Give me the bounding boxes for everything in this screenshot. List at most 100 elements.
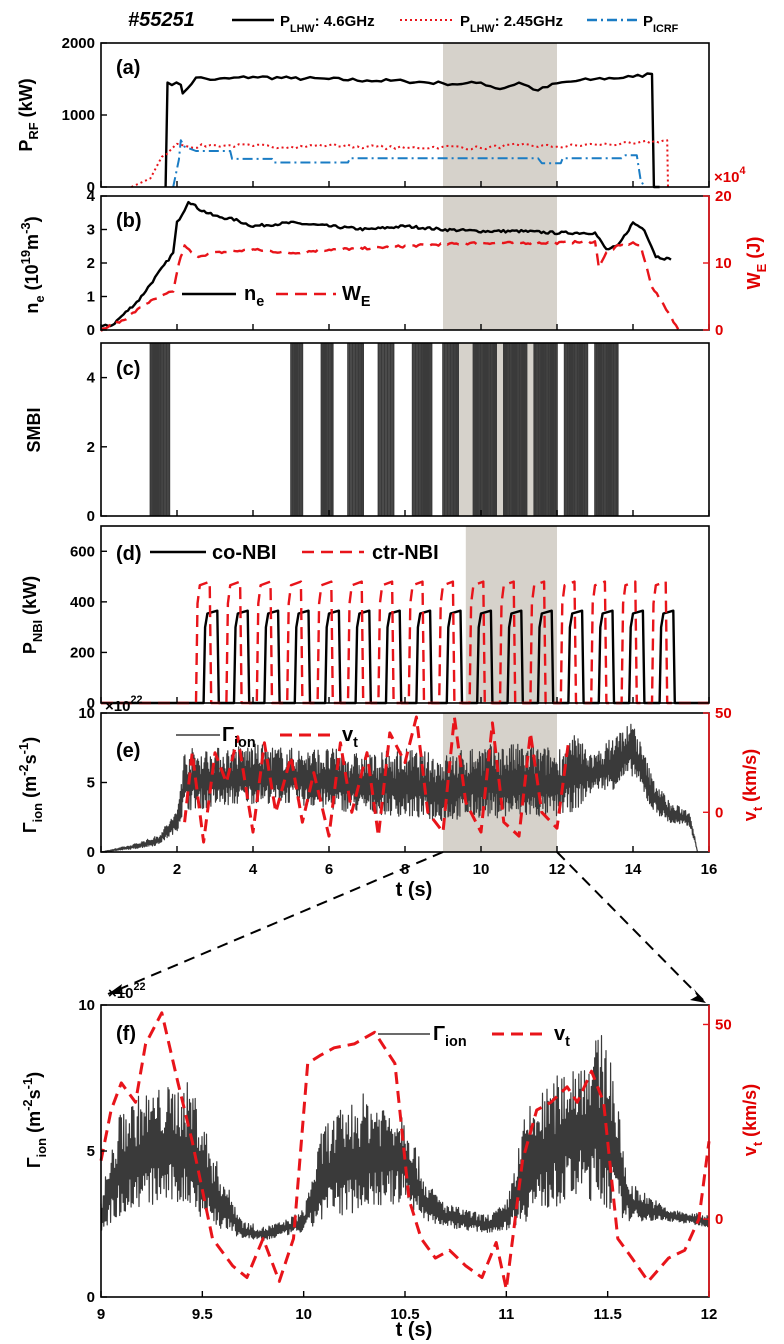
panel-d-exponent-part-0: ×10	[105, 698, 130, 715]
panel-d-ylabel-part-2: (kW)	[20, 576, 40, 620]
panel-a-exponent: ×104	[714, 165, 745, 186]
panel-e-y2label-part-2: (km/s)	[740, 749, 760, 807]
panel-a-exponent-part-0: ×10	[714, 169, 739, 186]
panel-a-ylabel-part-0: P	[16, 140, 36, 152]
panel-a-ytick-label: 2000	[62, 35, 95, 52]
panel-a-ylabel-part-2: (kW)	[16, 78, 36, 122]
legend-lhw245-label-part-2: : 2.45GHz	[495, 13, 563, 30]
panel-e-xtick-label: 12	[549, 861, 566, 878]
panel-e-ylabel-part-1: ion	[30, 803, 45, 823]
panel-b-legend-we-label: WE	[342, 283, 371, 310]
panel-f-ylabel-part-5: -1	[20, 1078, 35, 1090]
panel-f-legend-vt-label: vt	[554, 1023, 570, 1050]
panel-d-legend-ctr-label: ctr-NBI	[372, 542, 439, 564]
panel-a-ytick-label: 1000	[62, 107, 95, 124]
panel-e-y2label-part-1: t	[750, 806, 765, 811]
panel-b-y2tick-label: 10	[715, 255, 732, 272]
panel-e-ylabel-part-0: Γ	[20, 822, 40, 833]
panel-d-legend-co-label: co-NBI	[212, 542, 276, 564]
panel-a-ylabel-part-1: RF	[26, 122, 41, 139]
panel-f-ylabel-part-0: Γ	[24, 1157, 44, 1168]
panel-e-y2tick-label: 0	[715, 804, 723, 821]
panel-e-series-gamma	[100, 723, 698, 853]
panel-a-series-1	[130, 139, 669, 188]
panel-f-exponent-part-1: 22	[133, 981, 145, 993]
panel-f-xtick-label: 9	[97, 1306, 105, 1323]
panel-e-xtick-label: 2	[173, 861, 181, 878]
panel-e-legend-gamma-label: Γion	[222, 724, 256, 751]
panel-e-xtick-label: 4	[249, 861, 258, 878]
panel-f-legend-vt-label-part-1: t	[565, 1034, 570, 1050]
panel-c-ylabel: SMBI	[24, 408, 44, 453]
panel-b-ylabel-part-6: )	[22, 216, 42, 222]
panel-b-ylabel: ne (1019m-3)	[18, 216, 47, 313]
panel-b-series-0	[100, 200, 672, 328]
panel-b-series-1	[100, 239, 680, 332]
panel-b-y2tick-label: 0	[715, 322, 723, 339]
panel-e-xtick-label: 10	[473, 861, 490, 878]
panel-e-xtick-label: 8	[401, 861, 409, 878]
panel-d-ytick-label: 0	[87, 695, 95, 712]
panel-f-y2tick-label: 50	[715, 1016, 732, 1033]
panel-e-xtick-label: 6	[325, 861, 333, 878]
panel-b-ytick-label: 1	[87, 289, 95, 306]
panel-b-y2label: WE (J)	[744, 237, 769, 290]
panel-f-xtick-label: 10.5	[390, 1306, 419, 1323]
panel-d-label: (d)	[116, 543, 142, 565]
panel-d-ytick-label: 200	[70, 644, 95, 661]
panel-b-legend-ne-label: ne	[244, 283, 264, 310]
panel-e-legend-gamma-label-part-1: ion	[234, 735, 256, 751]
panel-d-series-1	[101, 580, 709, 705]
panel-e-ytick-label: 10	[78, 705, 95, 722]
panel-e-legend-vt-label-part-1: t	[353, 735, 358, 751]
panel-a-frame	[100, 42, 710, 188]
panel-d-ytick-label: 600	[70, 543, 95, 560]
panel-b-ylabel-part-0: n	[22, 303, 42, 314]
panel-f-exponent: ×1022	[108, 981, 145, 1002]
panel-e-series-vt	[183, 715, 570, 844]
legend-lhw46-label-part-0: P	[280, 13, 290, 30]
legend-icrf-label-part-0: P	[643, 13, 653, 30]
panel-d-ylabel: PNBI (kW)	[20, 576, 45, 654]
panel-f-ylabel-part-4: s	[24, 1089, 44, 1099]
panel-b-legend-we-label-part-1: E	[361, 294, 371, 310]
panel-f-ylabel-part-3: -2	[20, 1099, 35, 1111]
panel-e-xtick-label: 14	[625, 861, 642, 878]
panel-e-legend-gamma-label-part-0: Γ	[222, 724, 234, 746]
panel-e-ytick-label: 0	[87, 844, 95, 861]
panel-f-xtick-label: 9.5	[192, 1306, 213, 1323]
panel-e-label: (e)	[116, 740, 140, 762]
panel-a-exponent-part-1: 4	[739, 165, 745, 177]
panel-e-ylabel-part-2: (m	[20, 776, 40, 803]
panel-f-ylabel-part-6: )	[24, 1072, 44, 1078]
panel-b-legend-we-label-part-0: W	[342, 283, 361, 305]
panel-c-ytick-label: 2	[87, 439, 95, 456]
panel-f-label: (f)	[116, 1023, 136, 1045]
panel-f-legend-gamma-label: Γion	[433, 1023, 467, 1050]
panel-f-xtick-label: 10	[295, 1306, 312, 1323]
panel-f: 0 5 10 0 50 9 9.5 10 10.5 11 11.5 12 (f) Γion (m-2s-1…	[20, 981, 765, 1341]
panel-b-ylabel-part-4: m	[22, 234, 42, 250]
panel-f-y2tick-label: 0	[715, 1211, 723, 1228]
panel-e-xtick-label: 16	[701, 861, 718, 878]
legend-icrf-label: PICRF	[643, 13, 679, 35]
panel-a-label: (a)	[116, 57, 140, 79]
panel-d-ytick-label: 400	[70, 594, 95, 611]
legend-lhw46-label: PLHW: 4.6GHz	[280, 13, 375, 35]
panel-e-y2tick-label: 50	[715, 705, 732, 722]
panel-f-ylabel-part-1: ion	[34, 1138, 49, 1158]
panel-b-ylabel-part-3: 19	[18, 250, 33, 264]
panel-c-ytick-label: 0	[87, 508, 95, 525]
panel-e-xtick-label: 0	[97, 861, 105, 878]
panel-b-y2label-part-1: E	[754, 263, 769, 272]
panel-b-y2label-part-2: (J)	[744, 237, 764, 264]
panel-c-label: (c)	[116, 358, 140, 380]
panel-f-legend-vt-label-part-0: v	[554, 1023, 566, 1045]
zoom-arrowhead-right	[690, 989, 706, 1003]
panel-e-ylabel-part-4: s	[20, 754, 40, 764]
panel-f-xtick-label: 11	[498, 1306, 514, 1323]
panel-f-ylabel: Γion (m-2s-1)	[20, 1072, 49, 1168]
legend-lhw245-label-part-1: LHW	[470, 23, 495, 35]
